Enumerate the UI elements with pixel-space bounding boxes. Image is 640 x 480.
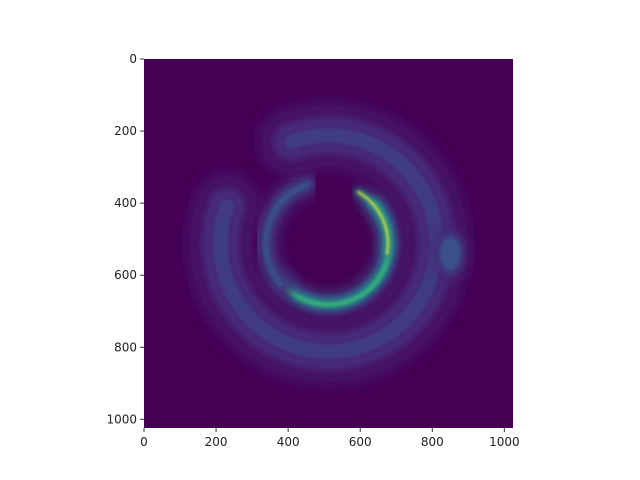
y-tick-label: 600: [114, 268, 137, 282]
x-tick-label: 0: [140, 435, 148, 449]
x-tick-label: 400: [277, 435, 300, 449]
outer-arc-layer-3: [213, 128, 444, 359]
x-tick-label: 800: [421, 435, 444, 449]
bright-core-streak-layer-3: [357, 190, 390, 255]
heatmap-features: [185, 100, 472, 387]
y-tick-label: 200: [114, 124, 137, 138]
y-tick-label: 1000: [106, 412, 137, 426]
outer-right-blob-layer-3: [440, 237, 461, 270]
inner-arc-tail-layer-3: [262, 181, 310, 288]
y-tick-label: 800: [114, 340, 137, 354]
x-tick-label: 200: [205, 435, 228, 449]
x-tick-label: 1000: [489, 435, 520, 449]
x-tick-label: 600: [349, 435, 372, 449]
y-tick-label: 400: [114, 196, 137, 210]
y-tick-label: 0: [129, 52, 137, 66]
